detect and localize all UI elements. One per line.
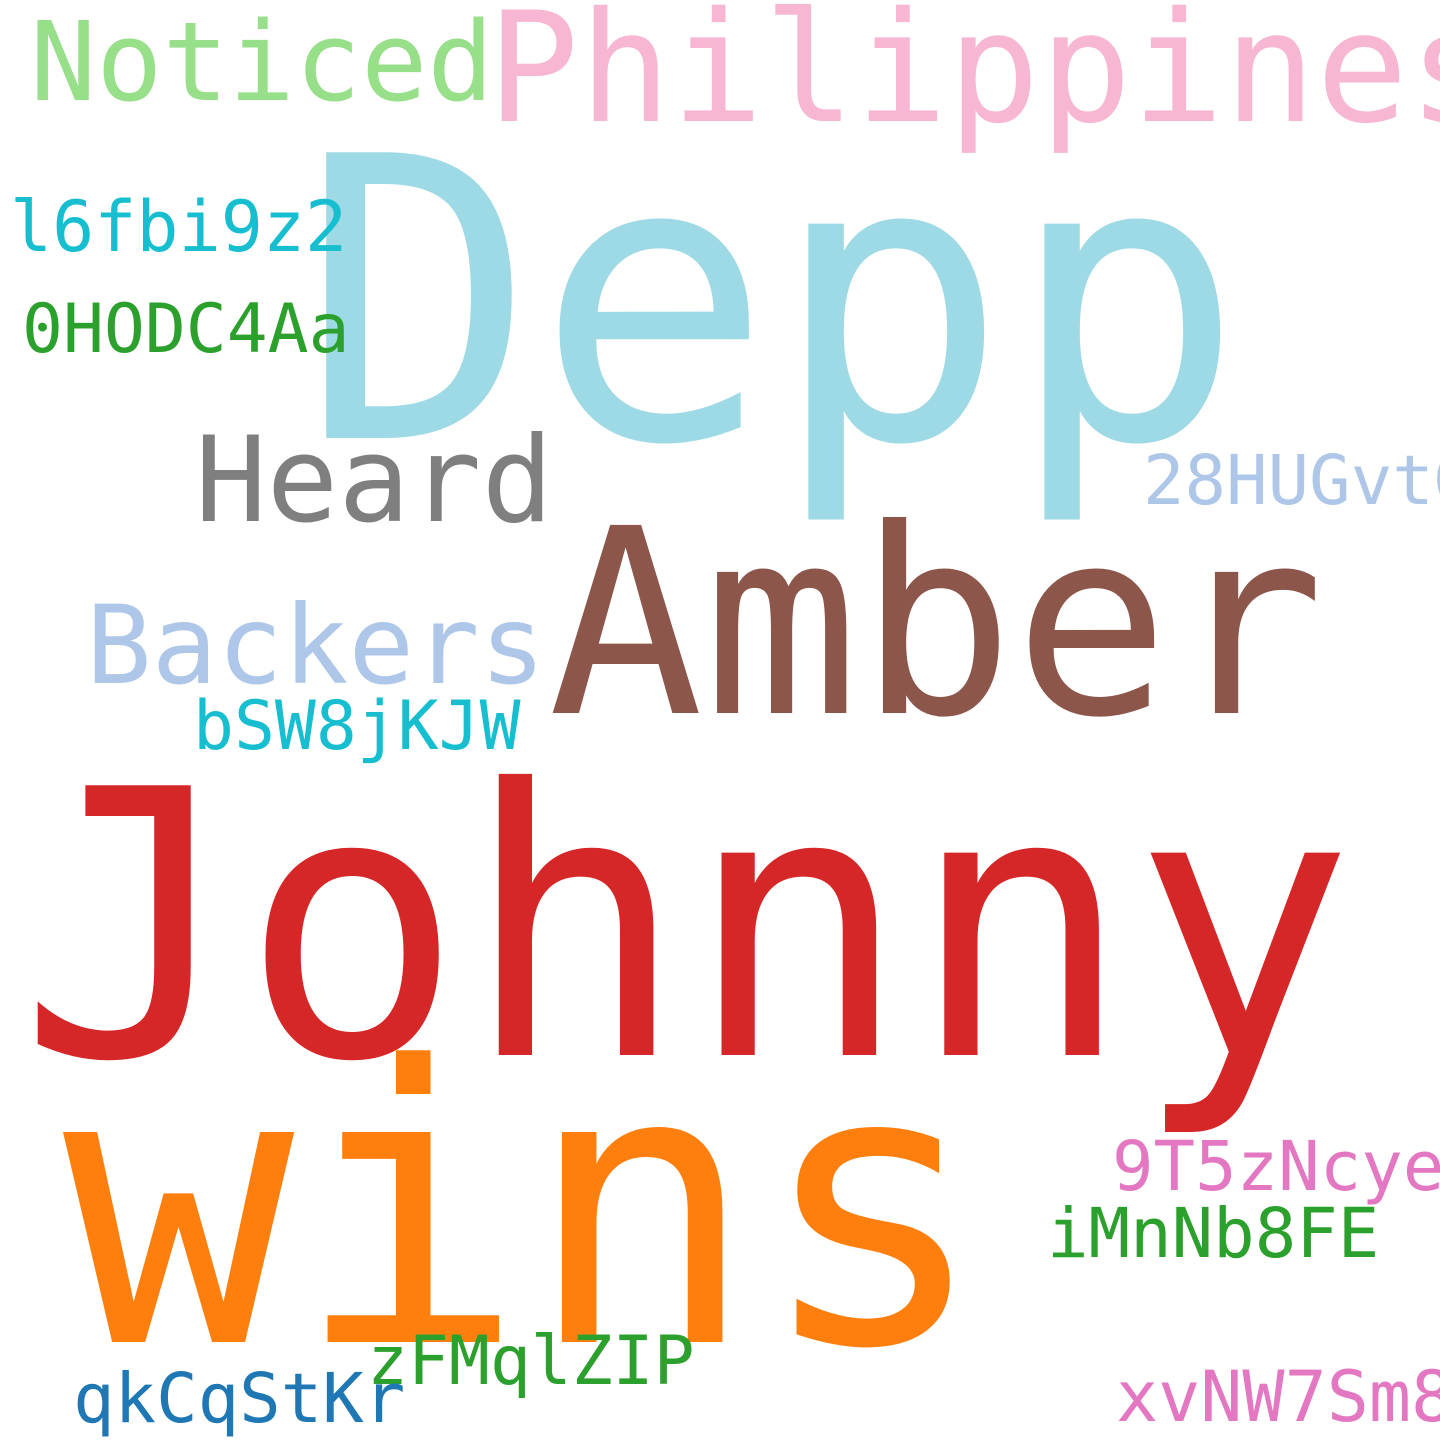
word-johnny: Johnny xyxy=(18,713,1355,1143)
word-wins: wins xyxy=(63,986,988,1433)
word-depp: Depp xyxy=(300,75,1245,531)
word-qkcqstkr: qkCqStKr xyxy=(73,1359,406,1439)
word-0hodc4aa: 0HODC4Aa xyxy=(22,290,350,369)
word-9t5zncye: 9T5zNcye xyxy=(1112,1127,1440,1207)
word-heard: Heard xyxy=(195,412,554,550)
word-amber: Amber xyxy=(548,474,1325,774)
word-philippines: Philippines xyxy=(487,0,1440,158)
word-backers: Backers xyxy=(86,582,546,709)
word-28hugvtg: 28HUGvtG xyxy=(1143,441,1440,521)
word-imnnb8fe: iMnNb8FE xyxy=(1047,1194,1380,1274)
word-zfmqlzip: zFMqlZIP xyxy=(367,1322,695,1401)
word-l6fbi9z2: l6fbi9z2 xyxy=(10,186,348,268)
word-xvnw7sm8: xvNW7Sm8 xyxy=(1116,1356,1440,1438)
word-noticed: Noticed xyxy=(30,0,494,126)
word-bsw8jkjw: bSW8jKJW xyxy=(193,687,521,766)
